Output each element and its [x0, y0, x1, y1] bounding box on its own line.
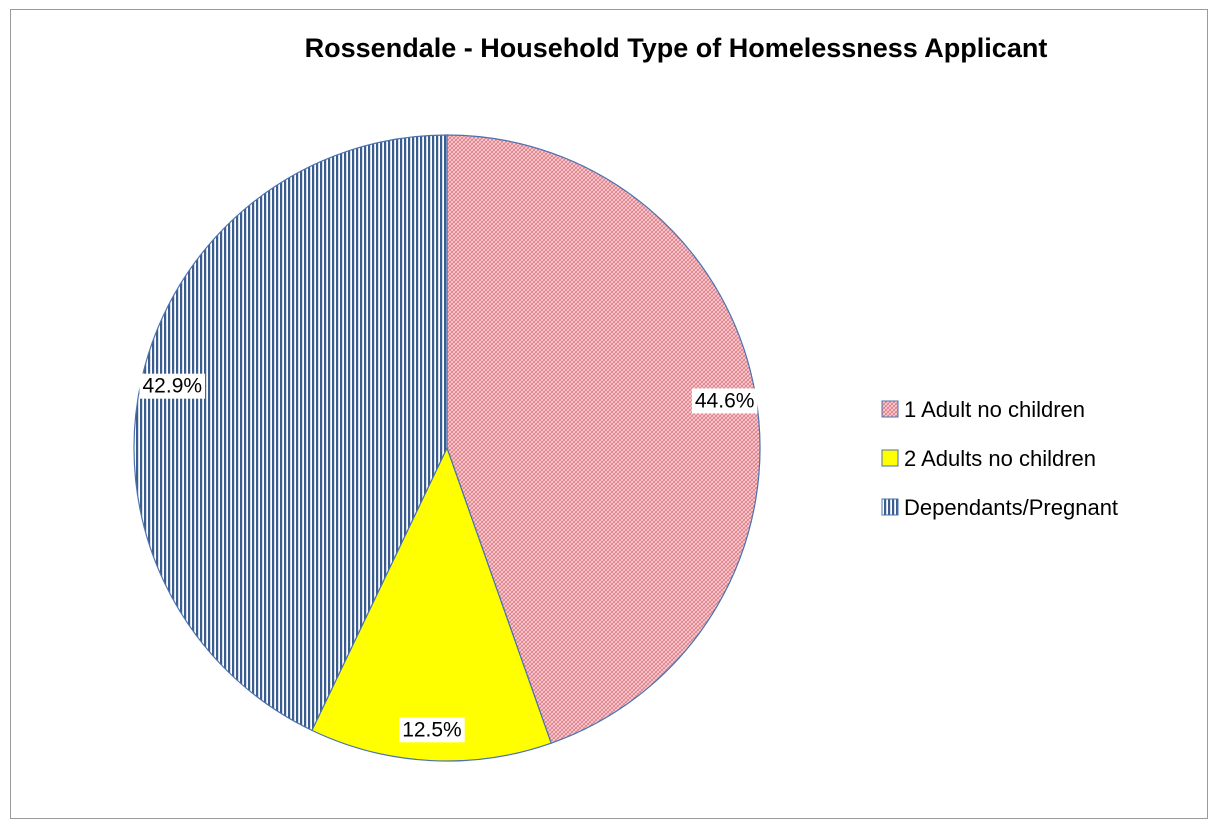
legend-item-dependants-pregnant: Dependants/Pregnant [881, 495, 1118, 520]
legend-swatch [881, 400, 899, 418]
data-label-1-adult-no-children: 44.6% [691, 388, 758, 414]
pie-slice-2-adults-no-children [311, 446, 552, 762]
legend-swatch [881, 449, 899, 467]
legend-label: Dependants/Pregnant [904, 495, 1118, 520]
svg-text:44.6%: 44.6% [695, 389, 755, 412]
legend-item-1-adult-no-children: 1 Adult no children [881, 397, 1085, 422]
svg-text:42.9%: 42.9% [143, 375, 203, 398]
legend-item-2-adults-no-children: 2 Adults no children [881, 446, 1096, 471]
data-label-dependants-pregnant: 42.9% [139, 373, 206, 399]
data-label-2-adults-no-children: 12.5% [399, 717, 465, 743]
chart-title: Rossendale - Household Type of Homelessn… [305, 33, 1048, 63]
legend-label: 1 Adult no children [904, 397, 1085, 422]
legend-label: 2 Adults no children [904, 446, 1096, 471]
data-labels: 44.6% 12.5% 42.9% [139, 373, 758, 743]
svg-text:12.5%: 12.5% [402, 718, 462, 741]
legend-swatch [881, 498, 899, 516]
legend: 1 Adult no children 2 Adults no children D… [881, 397, 1118, 520]
pie-slices [133, 134, 761, 762]
